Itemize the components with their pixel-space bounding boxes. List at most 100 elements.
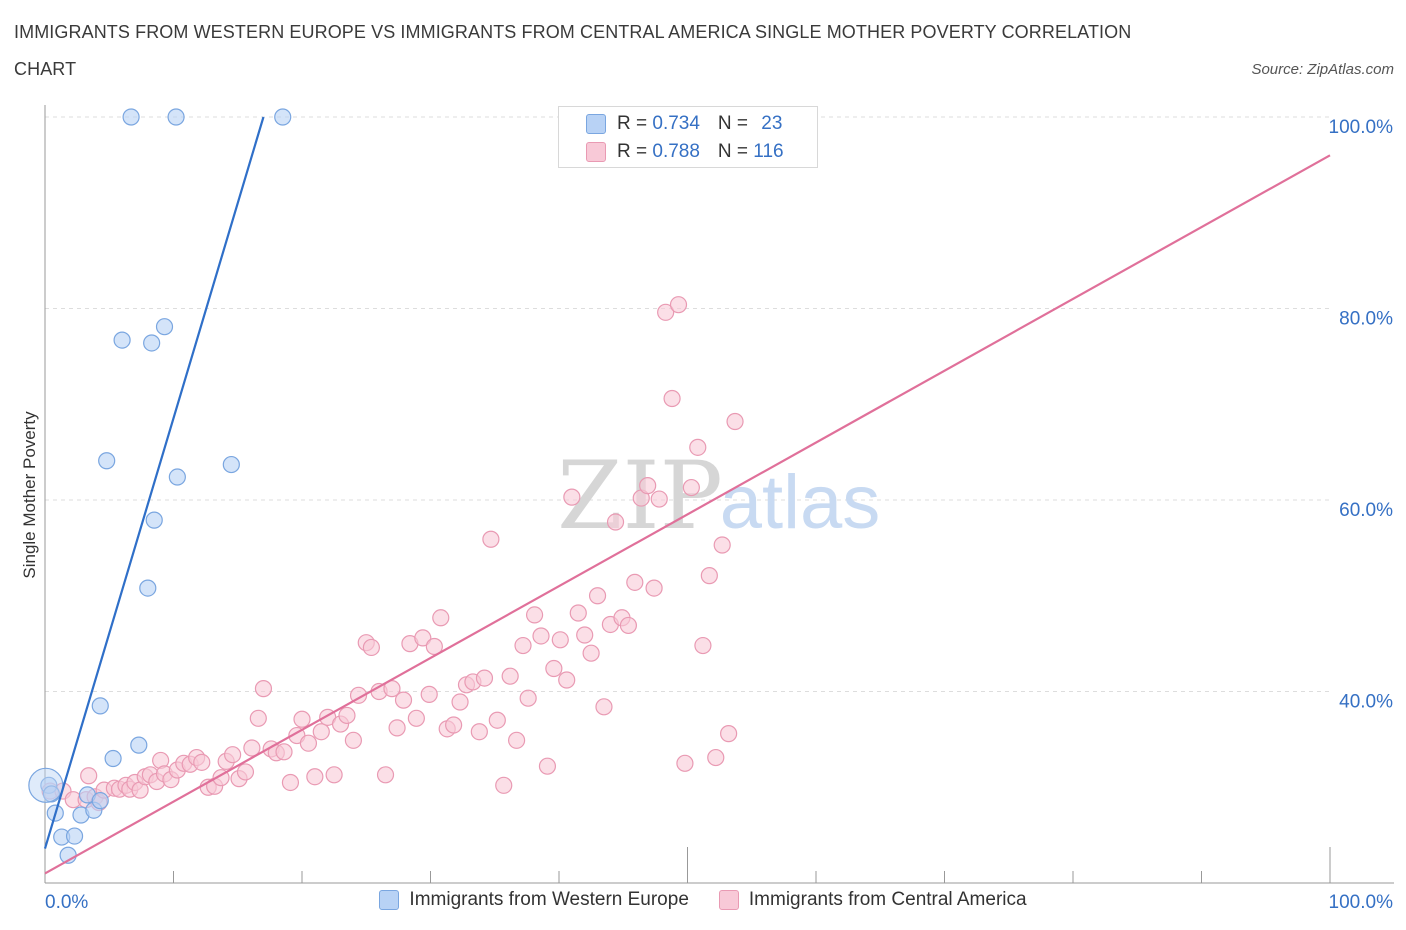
point-pink bbox=[588, 587, 607, 605]
point-pink bbox=[281, 773, 300, 792]
r-label: R = bbox=[617, 113, 653, 134]
point-blue bbox=[168, 468, 186, 486]
point-pink bbox=[558, 671, 576, 689]
point-pink bbox=[689, 438, 707, 456]
legend-item-pink: Immigrants from Central America bbox=[718, 889, 1027, 911]
point-pink bbox=[425, 637, 443, 656]
y-tick-label: 40.0% bbox=[1339, 692, 1393, 713]
legend-item-blue: Immigrants from Western Europe bbox=[379, 889, 689, 911]
watermark: ZIP atlas bbox=[557, 442, 880, 551]
point-pink bbox=[388, 719, 406, 737]
point-blue bbox=[122, 108, 140, 126]
tick-labels: 40.0% 60.0% 80.0% 100.0% 0.0% 100.0% bbox=[45, 117, 1393, 913]
legend-label-blue: Immigrants from Western Europe bbox=[409, 889, 689, 910]
point-pink bbox=[595, 698, 613, 716]
point-blue bbox=[91, 697, 109, 715]
point-pink bbox=[669, 296, 688, 314]
point-pink bbox=[682, 478, 700, 497]
source-label: Source: ZipAtlas.com bbox=[1251, 61, 1394, 78]
point-pink bbox=[582, 644, 600, 662]
point-pink bbox=[470, 723, 488, 741]
point-pink bbox=[236, 763, 255, 781]
point-pink bbox=[720, 725, 738, 743]
point-pink bbox=[488, 711, 506, 729]
point-pink bbox=[519, 689, 537, 707]
point-pink bbox=[299, 734, 318, 752]
point-blue bbox=[130, 736, 148, 754]
axes bbox=[44, 105, 1394, 884]
point-pink bbox=[407, 709, 425, 727]
point-blue bbox=[274, 108, 292, 126]
point-pink bbox=[338, 706, 356, 725]
y-tick-label: 100.0% bbox=[1329, 117, 1394, 138]
point-pink bbox=[482, 530, 500, 548]
point-blue bbox=[91, 792, 109, 810]
point-pink bbox=[657, 303, 675, 321]
stats-swatch-blue bbox=[586, 114, 606, 134]
legend-label-pink: Immigrants from Central America bbox=[748, 889, 1027, 910]
point-pink bbox=[325, 766, 343, 784]
r-label: R = bbox=[617, 141, 653, 162]
point-pink bbox=[254, 680, 273, 698]
trend-line-pink bbox=[44, 154, 1331, 875]
point-pink bbox=[451, 693, 469, 711]
legend: Immigrants from Western Europe Immigrant… bbox=[0, 889, 1406, 911]
legend-swatch-blue bbox=[379, 890, 400, 910]
point-blue-cluster bbox=[28, 767, 64, 803]
stats-swatch-pink bbox=[586, 142, 606, 162]
stats-row-blue: R = 0.734 N = 23 bbox=[586, 113, 783, 135]
point-pink bbox=[538, 757, 557, 775]
point-blue bbox=[104, 749, 122, 768]
point-pink bbox=[545, 659, 563, 678]
x-tick-label: 0.0% bbox=[45, 892, 88, 913]
point-pink bbox=[475, 669, 494, 687]
point-pink bbox=[394, 691, 413, 709]
point-pink bbox=[293, 710, 311, 728]
point-pink bbox=[306, 768, 324, 786]
point-blue bbox=[65, 827, 84, 845]
r-value: 0.734 bbox=[652, 113, 700, 134]
x-tick-label: 100.0% bbox=[1329, 892, 1394, 913]
stats-row-pink: R = 0.788 N = 116 bbox=[586, 141, 784, 163]
point-pink bbox=[606, 513, 625, 531]
point-pink bbox=[563, 488, 581, 506]
point-pink bbox=[619, 616, 637, 635]
trend-line-blue bbox=[43, 116, 265, 849]
point-pink bbox=[551, 631, 569, 649]
n-label: N = bbox=[717, 113, 754, 134]
point-pink bbox=[420, 685, 438, 703]
point-pink bbox=[243, 739, 261, 757]
series-central-america bbox=[41, 108, 794, 812]
point-pink bbox=[676, 754, 694, 772]
point-pink bbox=[694, 636, 712, 655]
point-blue bbox=[145, 511, 163, 529]
point-blue bbox=[113, 331, 131, 349]
point-pink bbox=[532, 627, 550, 645]
legend-swatch-pink bbox=[718, 890, 739, 910]
point-pink bbox=[713, 536, 731, 554]
n-label: N = bbox=[717, 141, 754, 162]
n-value: 23 bbox=[761, 113, 783, 134]
point-pink bbox=[663, 389, 681, 408]
point-pink bbox=[275, 743, 293, 761]
point-pink bbox=[639, 477, 657, 495]
stats-box: R = 0.734 N = 23 R = 0.788 N = 116 bbox=[558, 106, 818, 168]
y-tick-label: 80.0% bbox=[1339, 309, 1393, 330]
y-tick-label: 60.0% bbox=[1339, 500, 1393, 521]
point-pink bbox=[432, 609, 450, 627]
point-pink bbox=[626, 573, 644, 591]
point-blue bbox=[167, 108, 185, 126]
point-blue bbox=[155, 318, 174, 336]
point-pink bbox=[362, 638, 380, 657]
point-pink bbox=[249, 709, 267, 727]
point-pink bbox=[707, 748, 725, 767]
point-pink bbox=[645, 579, 663, 597]
point-blue bbox=[222, 455, 240, 474]
point-pink bbox=[344, 731, 362, 749]
point-pink bbox=[700, 567, 718, 585]
point-pink bbox=[514, 636, 532, 655]
point-pink bbox=[495, 776, 513, 794]
series-western-europe bbox=[40, 108, 292, 864]
point-blue bbox=[98, 452, 116, 470]
